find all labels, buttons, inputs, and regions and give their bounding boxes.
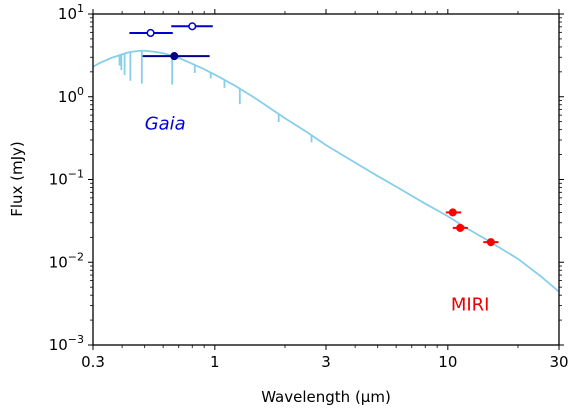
y-tick-label: 10−3 [49, 333, 84, 354]
model-curve-group [92, 49, 560, 293]
y-tick-label: 100 [58, 85, 84, 106]
x-tick-label: 0.3 [81, 353, 105, 371]
data-point [146, 28, 155, 38]
x-tick-label: 1 [210, 353, 220, 371]
y-axis-label: Flux (mJy) [8, 141, 26, 217]
x-tick-label: 3 [321, 353, 331, 371]
annotations: Gaia MIRI [145, 114, 490, 316]
x-tick-label: 10 [438, 353, 457, 371]
data-point [170, 52, 179, 61]
x-axis-label: Wavelength (μm) [261, 388, 391, 406]
data-points-group [129, 22, 499, 247]
data-point [448, 208, 457, 217]
y-tick-label: 101 [58, 2, 84, 23]
data-point [456, 223, 465, 232]
annotation-miri: MIRI [451, 295, 490, 316]
y-axis-ticks: 10−3 10−2 10−1 100 101 [49, 2, 564, 354]
x-tick-label: 30 [549, 353, 568, 371]
annotation-gaia: Gaia [145, 114, 186, 135]
data-point [188, 22, 197, 31]
plot-area [93, 14, 559, 345]
data-point [486, 238, 495, 247]
x-axis-ticks: 0.3 1 3 10 30 [81, 9, 569, 371]
y-tick-label: 10−1 [49, 168, 84, 189]
y-tick-label: 10−2 [49, 250, 84, 271]
